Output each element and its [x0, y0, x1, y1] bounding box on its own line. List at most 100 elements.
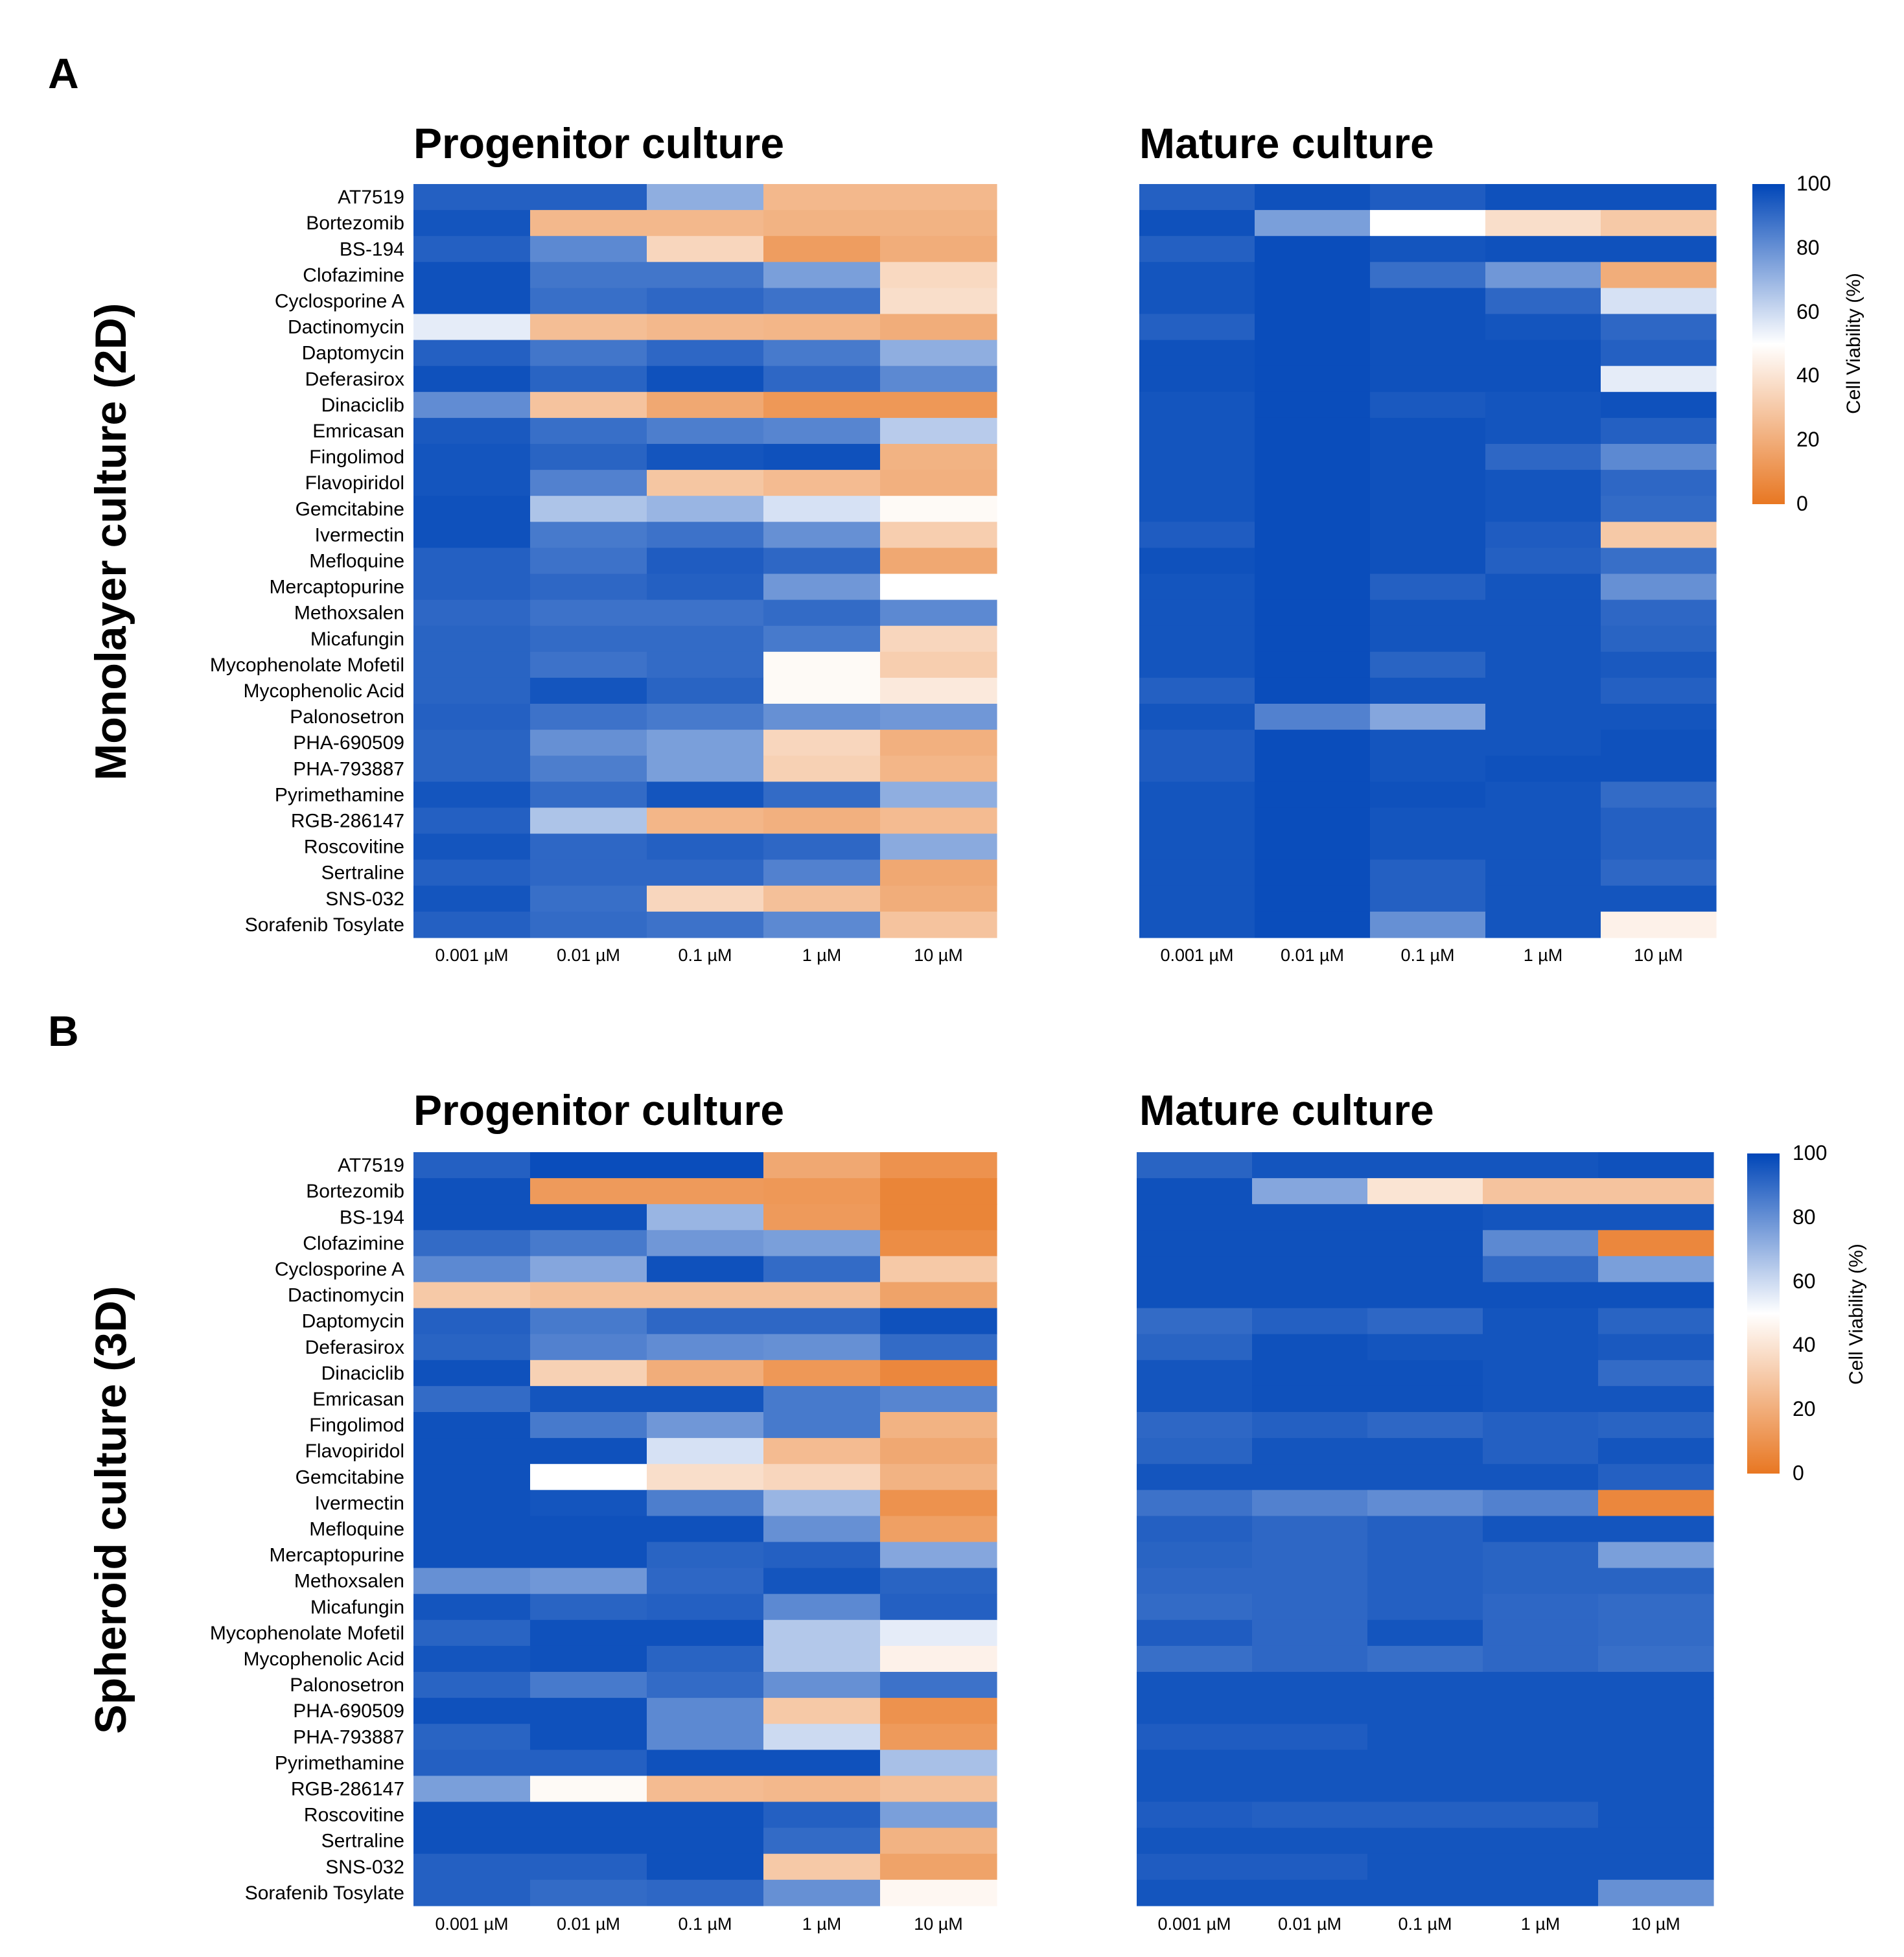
heatmap-cell — [763, 1724, 881, 1750]
heatmap-cell — [530, 807, 647, 835]
heatmap-cell — [530, 782, 647, 808]
heatmap-cell — [530, 1412, 647, 1439]
heatmap-cell — [1483, 1438, 1599, 1465]
heatmap-cell — [413, 885, 531, 912]
heatmap-cell — [763, 184, 881, 211]
heatmap-cell — [1367, 1204, 1483, 1231]
heatmap-cell — [1485, 573, 1601, 601]
heatmap-cell — [763, 1619, 881, 1647]
heatmap-cell — [1139, 210, 1255, 237]
drug-label: Roscovitine — [304, 1805, 404, 1826]
heatmap-cell — [413, 1801, 531, 1829]
heatmap-cell — [1367, 1619, 1483, 1647]
heatmap-cell — [880, 1334, 997, 1361]
heatmap-cell — [530, 184, 647, 211]
heatmap-cell — [763, 1750, 881, 1776]
heatmap-cell — [647, 1385, 764, 1413]
heatmap-cell — [763, 1568, 881, 1595]
heatmap-cell — [1137, 1672, 1253, 1698]
heatmap-cell — [647, 1464, 764, 1490]
heatmap-cell — [1255, 651, 1371, 678]
heatmap-cell — [1367, 1516, 1483, 1543]
heatmap-cell — [880, 1542, 997, 1569]
concentration-label: 0.001 µM — [435, 945, 508, 965]
heatmap-cell — [1252, 1776, 1368, 1803]
concentration-label: 0.1 µM — [678, 1914, 732, 1934]
heatmap-cell — [1601, 573, 1717, 601]
heatmap-cell — [530, 1464, 647, 1490]
heatmap-cell — [1598, 1230, 1714, 1256]
heatmap-cell — [530, 1308, 647, 1335]
heatmap-cell — [530, 1256, 647, 1283]
heatmap-cell — [1252, 1593, 1368, 1621]
heatmap-cell — [880, 1619, 997, 1647]
drug-label: Mefloquine — [309, 550, 404, 572]
heatmap-cell — [530, 1438, 647, 1465]
heatmap-cell — [647, 1204, 764, 1231]
heatmap-cell — [413, 1438, 531, 1465]
heatmap-cell — [1601, 677, 1717, 704]
heatmap-cell — [1367, 1853, 1483, 1881]
drug-label: Flavopiridol — [305, 472, 404, 494]
heatmap-cell — [647, 911, 764, 938]
heatmap-cell — [880, 1593, 997, 1621]
heatmap-cell — [1601, 599, 1717, 627]
heatmap-cell — [1601, 210, 1717, 237]
concentration-label: 0.01 µM — [557, 945, 620, 965]
heatmap-cell — [1485, 496, 1601, 522]
heatmap-cell — [1252, 1801, 1368, 1829]
heatmap-cell — [413, 599, 531, 627]
heatmap-cell — [1139, 573, 1255, 601]
heatmap-cell — [647, 1516, 764, 1543]
heatmap-cell — [1483, 1308, 1599, 1335]
heatmap-cell — [763, 1645, 881, 1673]
concentration-label: 0.1 µM — [1398, 1914, 1452, 1934]
heatmap-cell — [1598, 1698, 1714, 1724]
colorbar-a: 100 80 60 40 20 0 Cell Viability (%) — [1752, 172, 1864, 515]
colorbar-a-label: Cell Viability (%) — [1843, 273, 1864, 414]
colorbar-b-tick: 80 — [1793, 1205, 1816, 1229]
heatmap-cell — [1601, 833, 1717, 861]
heatmap-cell — [530, 1750, 647, 1776]
heatmap-cell — [1370, 522, 1486, 548]
heatmap-cell — [413, 1230, 531, 1256]
heatmap-cell — [1137, 1230, 1253, 1256]
heatmap-cell — [1137, 1256, 1253, 1283]
heatmap-cell — [1137, 1593, 1253, 1621]
heatmap-cell — [1598, 1827, 1714, 1855]
heatmap-cell — [880, 340, 997, 367]
heatmap-cell — [763, 444, 881, 470]
heatmap-cell — [1598, 1801, 1714, 1829]
heatmap-cell — [530, 1490, 647, 1516]
heatmap-cell — [1367, 1256, 1483, 1283]
heatmap-cell — [1367, 1412, 1483, 1439]
heatmap-cell — [647, 1308, 764, 1335]
heatmap-cell — [763, 573, 881, 601]
heatmap-cell — [763, 911, 881, 938]
heatmap-cell — [647, 1178, 764, 1205]
heatmap-cell — [647, 1801, 764, 1829]
heatmap-cell — [1485, 833, 1601, 861]
heatmap-cell — [763, 340, 881, 367]
heatmap-cell — [763, 1412, 881, 1439]
heatmap-cell — [413, 1282, 531, 1309]
heatmap-cell — [647, 599, 764, 627]
heatmap-cell — [1483, 1776, 1599, 1803]
heatmap-cell — [1139, 859, 1255, 886]
heatmap-cell — [647, 1438, 764, 1465]
heatmap-cell — [1367, 1879, 1483, 1906]
heatmap-cell — [1598, 1178, 1714, 1205]
heatmap-cell — [763, 262, 881, 288]
heatmap-cell — [880, 651, 997, 678]
heatmap-cell — [530, 1282, 647, 1309]
heatmap-cell — [763, 1204, 881, 1231]
heatmap-cell — [880, 782, 997, 808]
colorbar-a-tick: 80 — [1796, 236, 1820, 259]
concentration-label: 1 µM — [1521, 1914, 1561, 1934]
heatmap-cell — [1598, 1464, 1714, 1490]
heatmap-cell — [1367, 1308, 1483, 1335]
heatmap-cell — [413, 1360, 531, 1387]
heatmap-cell — [1483, 1464, 1599, 1490]
heatmap-cell — [530, 833, 647, 861]
heatmap-cell — [1137, 1308, 1253, 1335]
